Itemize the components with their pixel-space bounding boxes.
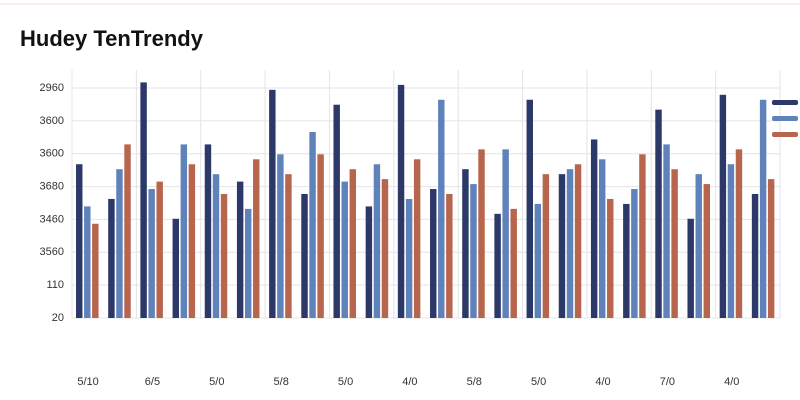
bar [446, 194, 453, 318]
bar [236, 181, 244, 318]
bar [365, 206, 373, 318]
y-label: 3680 [40, 180, 64, 192]
bar [212, 174, 220, 318]
legend-swatch [772, 100, 798, 105]
bar [253, 159, 260, 318]
bar [349, 169, 357, 318]
x-tick-label: 4/0 [402, 376, 417, 388]
bar [703, 184, 711, 318]
bar [735, 149, 743, 318]
bar [671, 169, 678, 318]
bar [767, 179, 775, 318]
bar [148, 189, 155, 318]
x-tick-label: 5/10 [77, 376, 98, 388]
x-tick-label: 5/0 [531, 376, 546, 388]
bar [301, 194, 308, 318]
x-tick-label: 5/8 [274, 376, 289, 388]
bar [108, 198, 115, 318]
bar [317, 154, 324, 318]
y-label: 20 [52, 312, 64, 324]
bar [655, 109, 662, 319]
bar [269, 89, 276, 318]
bar [140, 82, 147, 319]
bar [510, 208, 517, 318]
x-tick-label: 7/0 [660, 376, 675, 388]
bar [639, 154, 646, 318]
legend-swatch [772, 132, 798, 137]
legend-swatch [772, 116, 798, 121]
bar [277, 154, 284, 318]
y-label: 3600 [40, 148, 64, 160]
bar [405, 198, 413, 318]
bar [188, 164, 196, 318]
bar [413, 159, 421, 318]
x-tick-label: 6/5 [145, 376, 160, 388]
bar [373, 164, 381, 318]
y-label: 3560 [40, 246, 64, 258]
bar [244, 208, 252, 318]
bar [172, 218, 180, 318]
bar [470, 184, 477, 318]
bar [759, 99, 767, 318]
bar [116, 169, 123, 318]
bar [558, 174, 566, 318]
bar [534, 203, 542, 318]
x-tick-label: 5/0 [209, 376, 224, 388]
bar [309, 132, 316, 318]
bar [663, 144, 670, 318]
chart-title: Hudey TenTrendy [20, 26, 204, 51]
bar [76, 164, 83, 318]
bar [381, 179, 389, 318]
bar [397, 84, 405, 318]
bar [631, 189, 638, 318]
bar [156, 181, 163, 318]
bar [84, 206, 91, 318]
x-tick-label: 4/0 [595, 376, 610, 388]
bar [687, 218, 694, 318]
bar [502, 149, 509, 318]
y-label: 3600 [40, 115, 64, 127]
bar [542, 174, 550, 318]
bar [566, 169, 574, 318]
x-tick-label: 5/8 [467, 376, 482, 388]
bar [727, 164, 735, 318]
bar [590, 139, 598, 318]
bar [574, 164, 582, 318]
bar [124, 144, 131, 318]
bar [607, 198, 614, 318]
x-tick-label: 5/0 [338, 376, 353, 388]
bar [695, 174, 702, 318]
bar [333, 104, 340, 318]
bar [430, 189, 437, 318]
x-tick-label: 4/0 [724, 376, 739, 388]
bar [204, 144, 212, 318]
bar [623, 203, 630, 318]
bar [751, 194, 759, 318]
bar [438, 99, 445, 318]
bar [180, 144, 188, 318]
bar [719, 94, 727, 318]
bar [598, 159, 606, 318]
bar [92, 223, 99, 318]
bar [526, 99, 534, 318]
y-label: 3460 [40, 213, 64, 225]
bar [285, 174, 292, 318]
bar [478, 149, 485, 318]
bar [341, 181, 348, 318]
y-label: 2960 [40, 82, 64, 94]
bar [462, 169, 469, 318]
bar [220, 194, 228, 318]
bar [494, 213, 501, 318]
y-label: 110 [46, 279, 64, 291]
